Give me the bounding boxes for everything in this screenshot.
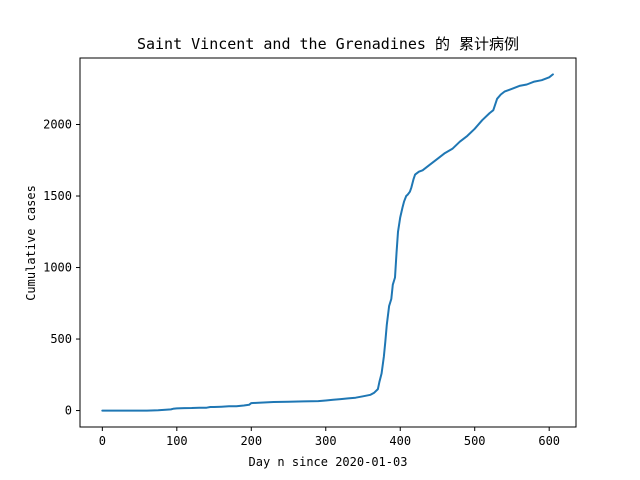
y-tick-label: 0 (65, 404, 72, 418)
y-tick-label: 500 (50, 332, 72, 346)
x-tick-label: 400 (389, 434, 411, 448)
x-tick-label: 100 (166, 434, 188, 448)
x-tick-label: 600 (538, 434, 560, 448)
x-axis-ticks: 0 100 200 300 400 500 600 (99, 427, 560, 448)
plot-frame (79, 57, 577, 428)
chart-title: Saint Vincent and the Grenadines 的 累计病例 (137, 35, 519, 53)
y-tick-label: 1500 (43, 189, 72, 203)
y-tick-label: 2000 (43, 118, 72, 132)
y-axis-ticks: 0 500 1000 1500 2000 (43, 118, 80, 418)
plot-series (101, 73, 554, 412)
x-axis-label: Day n since 2020-01-03 (249, 455, 408, 469)
y-axis-label: Cumulative cases (24, 185, 38, 301)
x-tick-label: 300 (315, 434, 337, 448)
series-line (101, 73, 554, 412)
x-tick-label: 200 (240, 434, 262, 448)
x-tick-label: 500 (464, 434, 486, 448)
y-tick-label: 1000 (43, 261, 72, 275)
x-tick-label: 0 (99, 434, 106, 448)
